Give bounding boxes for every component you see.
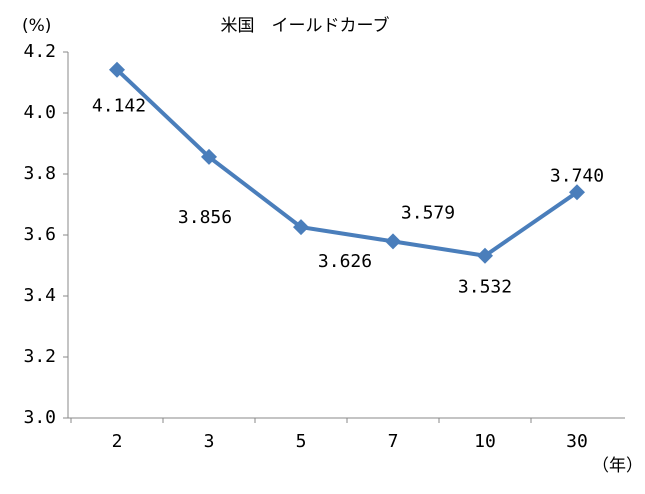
x-tick-label: 2 xyxy=(112,431,123,452)
marker xyxy=(385,233,401,250)
y-axis-unit: (%) xyxy=(22,16,51,36)
y-tick-label: 3.8 xyxy=(23,163,56,184)
x-tick-label: 3 xyxy=(204,431,215,452)
data-label: 4.142 xyxy=(92,96,146,117)
y-tick-label: 3.0 xyxy=(23,407,56,428)
chart-title: 米国 イールドカーブ xyxy=(221,15,390,36)
data-label: 3.626 xyxy=(318,251,372,272)
x-axis-unit: （年） xyxy=(592,456,643,476)
line xyxy=(115,68,579,258)
x-tick-label: 5 xyxy=(296,431,307,452)
y-tick-label: 3.6 xyxy=(23,224,56,245)
x-tick-label: 30 xyxy=(566,431,588,452)
y-tick-label: 3.2 xyxy=(23,346,56,367)
marker xyxy=(293,219,309,236)
y-tick-label: 4.0 xyxy=(23,102,56,123)
data-label: 3.532 xyxy=(458,277,512,298)
y-tick-label: 4.2 xyxy=(23,41,56,62)
y-tick-label: 3.4 xyxy=(23,285,56,306)
marker xyxy=(569,184,585,201)
x-tick-label: 7 xyxy=(388,431,399,452)
marker xyxy=(201,148,217,165)
data-label: 3.856 xyxy=(178,207,232,228)
data-label: 3.579 xyxy=(401,202,455,223)
data-label: 3.740 xyxy=(550,165,604,186)
marker xyxy=(477,247,493,264)
marker xyxy=(109,61,125,78)
x-tick-label: 10 xyxy=(474,431,496,452)
